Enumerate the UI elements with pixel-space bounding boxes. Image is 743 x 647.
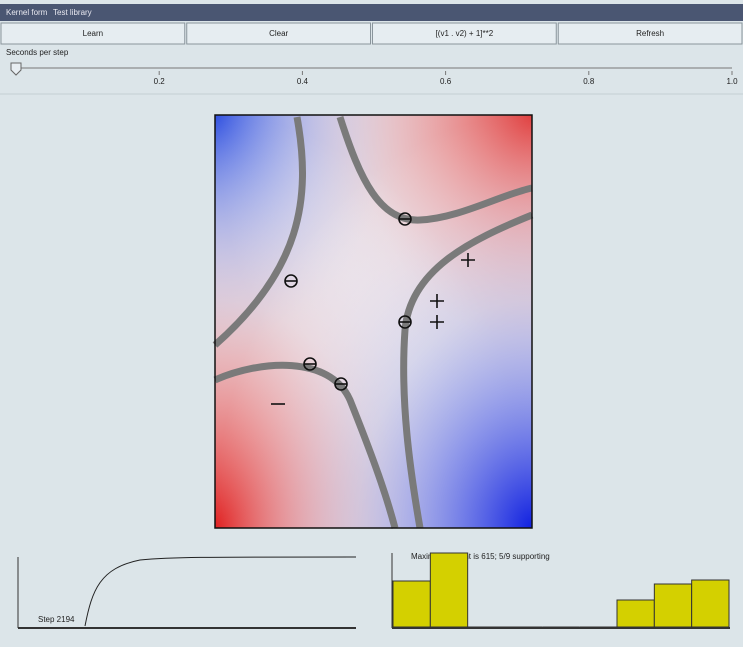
support-vector	[398, 315, 412, 329]
support-vector	[284, 274, 298, 288]
button-label[interactable]: Learn	[83, 29, 103, 38]
weight-bar	[691, 579, 730, 628]
menu-bar	[0, 4, 743, 21]
weights-histogram: Maximum weight is 615; 5/9 supporting	[391, 552, 730, 629]
field-border	[214, 114, 533, 529]
weight-bar	[392, 580, 431, 628]
button[interactable]	[186, 22, 371, 45]
boundary	[336, 115, 533, 224]
support-vector	[303, 357, 317, 371]
slider-thumb[interactable]	[10, 62, 22, 76]
decision-field	[212, 114, 534, 529]
button-label[interactable]: Refresh	[636, 29, 664, 38]
support-vector	[398, 212, 412, 226]
slider-tick-label: 0.8	[583, 77, 595, 86]
weights-label: Maximum weight is 615; 5/9 supporting	[411, 552, 550, 561]
menu-item[interactable]: Kernel form	[6, 8, 48, 17]
boundaries	[212, 115, 534, 529]
button-row: Learn Clear [(v1 . v2) + 1]**2 Refresh	[0, 22, 743, 45]
step-label: Step 2194	[38, 615, 75, 624]
plus-point	[430, 315, 444, 329]
plus-point	[430, 294, 444, 308]
weight-bar	[653, 583, 693, 628]
slider-tick-label: 0.6	[440, 77, 452, 86]
menu-item[interactable]: Test library	[53, 8, 92, 17]
button-label[interactable]: Clear	[269, 29, 288, 38]
points	[271, 212, 475, 405]
weight-bar	[429, 552, 469, 628]
slider-label: Seconds per step	[6, 48, 69, 57]
button[interactable]	[372, 22, 557, 45]
button[interactable]	[557, 22, 743, 45]
slider-tick-label: 0.4	[297, 77, 309, 86]
slider-tick-label: 0.2	[154, 77, 166, 86]
support-vector	[334, 377, 348, 391]
boundary	[400, 211, 534, 529]
learning-curve-panel: Step 2194	[17, 556, 357, 629]
button[interactable]	[0, 22, 186, 45]
boundary	[213, 361, 399, 529]
boundary	[212, 116, 307, 348]
slider: 0.2 0.4 0.6 0.8 1.0	[10, 62, 738, 86]
learning-curve	[84, 556, 357, 627]
weight-bar	[616, 599, 655, 628]
button-label[interactable]: [(v1 . v2) + 1]**2	[436, 29, 494, 38]
plus-point	[461, 253, 475, 267]
slider-tick-label: 1.0	[726, 77, 738, 86]
